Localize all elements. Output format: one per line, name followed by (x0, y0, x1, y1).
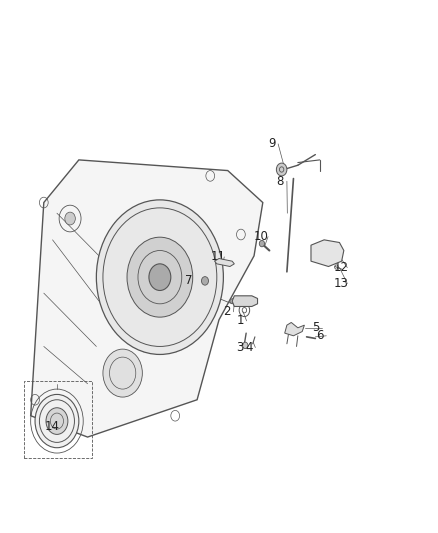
Polygon shape (215, 259, 234, 266)
Text: 10: 10 (254, 230, 269, 243)
Text: 8: 8 (277, 175, 284, 188)
Circle shape (201, 277, 208, 285)
Circle shape (65, 212, 75, 225)
Circle shape (243, 342, 248, 349)
Text: 5: 5 (312, 321, 319, 334)
Text: 7: 7 (184, 274, 192, 287)
Circle shape (127, 237, 193, 317)
Text: 6: 6 (316, 329, 324, 342)
Text: 11: 11 (210, 251, 225, 263)
Polygon shape (232, 296, 258, 306)
Circle shape (103, 349, 142, 397)
Circle shape (276, 163, 287, 176)
Text: 14: 14 (45, 420, 60, 433)
Text: 4: 4 (245, 341, 253, 354)
Polygon shape (31, 160, 263, 437)
Text: 12: 12 (333, 261, 348, 274)
Circle shape (46, 408, 68, 434)
Polygon shape (285, 322, 304, 336)
Circle shape (35, 394, 79, 448)
Text: 9: 9 (268, 138, 276, 150)
Text: 13: 13 (333, 277, 348, 290)
Polygon shape (311, 240, 344, 266)
Text: 3: 3 (237, 341, 244, 354)
Text: 2: 2 (223, 305, 231, 318)
Circle shape (259, 240, 265, 247)
Ellipse shape (230, 298, 239, 304)
Text: 1: 1 (236, 314, 244, 327)
Circle shape (149, 264, 171, 290)
Circle shape (96, 200, 223, 354)
